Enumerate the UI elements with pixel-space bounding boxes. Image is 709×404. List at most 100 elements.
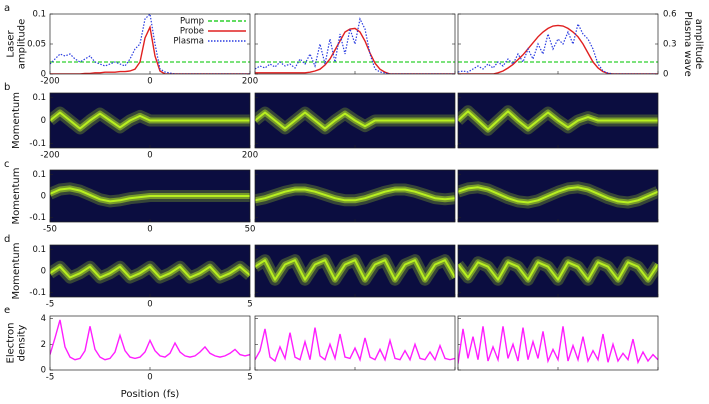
y-tick-label: 0 — [41, 192, 46, 202]
plot-frame — [457, 244, 659, 298]
plot-frame — [457, 13, 659, 75]
x-tick-label: 5 — [247, 373, 252, 383]
y-tick-label: 0 — [41, 70, 46, 80]
phase-band — [50, 187, 250, 203]
series-group — [458, 181, 658, 209]
y2-axis-label: Plasma wave — [682, 11, 693, 77]
plot-area — [458, 316, 658, 370]
y-axis-label: Momentum — [11, 243, 22, 300]
x-tick-label: 0 — [147, 151, 152, 161]
line-series — [50, 319, 250, 361]
plot-frame — [49, 92, 251, 149]
series-group — [255, 254, 455, 286]
y-axis-label: Momentum — [11, 168, 22, 225]
y-tick-label: 0.1 — [32, 10, 46, 20]
y-axis-label: Laser — [6, 30, 17, 58]
x-tick-label: 200 — [242, 151, 258, 161]
x-tick-label: 0 — [147, 373, 152, 383]
plot-frame — [457, 92, 659, 149]
series-group — [255, 327, 455, 363]
plot-frame — [254, 92, 456, 149]
phase-band — [255, 259, 455, 281]
y-tick-label: -0.1 — [29, 288, 46, 298]
y-tick-label: 0 — [41, 267, 46, 277]
y-tick-label: 0.05 — [27, 40, 46, 50]
y2-tick-label: 0 — [663, 70, 668, 80]
line-plasma — [458, 22, 658, 74]
plot-area — [255, 316, 455, 370]
y-axis-label: amplitude — [17, 19, 28, 70]
legend-label: Plasma — [173, 37, 204, 47]
x-tick-label: 200 — [242, 77, 258, 87]
line-series — [255, 327, 455, 363]
panel-letter: e — [4, 305, 10, 316]
x-tick-label: 0 — [147, 77, 152, 87]
x-tick-label: 5 — [247, 300, 252, 310]
panel-letter: b — [4, 82, 10, 93]
plot-frame — [49, 315, 251, 371]
plot-area — [458, 170, 658, 222]
series-group — [50, 14, 250, 74]
y2-tick-label: 0.3 — [663, 40, 677, 50]
phase-band — [255, 188, 455, 202]
line-series — [458, 326, 658, 365]
panel-letter: a — [4, 3, 10, 14]
x-tick-label: -5 — [46, 373, 54, 383]
phase-band — [50, 265, 250, 279]
y-tick-label: 0 — [41, 116, 46, 126]
panel-letter: c — [4, 159, 10, 170]
plot-area — [255, 14, 455, 74]
series-group — [50, 106, 250, 135]
plot-frame — [254, 315, 456, 371]
plot-frame — [254, 13, 456, 75]
phase-band — [458, 186, 658, 204]
y2-tick-label: 0.6 — [663, 10, 677, 20]
y-tick-label: 0.1 — [32, 93, 46, 103]
y-axis-label: density — [17, 325, 28, 362]
plot-area — [50, 316, 250, 370]
y-tick-label: 4 — [41, 314, 46, 324]
series-group — [255, 17, 455, 74]
y2-axis-label: amplitude — [693, 19, 704, 70]
series-group — [50, 182, 250, 208]
y-tick-label: -0.1 — [29, 213, 46, 223]
y-tick-label: 0.1 — [32, 170, 46, 180]
y-tick-label: 2 — [41, 340, 46, 350]
x-tick-label: -200 — [40, 77, 59, 87]
series-group — [458, 256, 658, 286]
phase-band — [50, 111, 250, 130]
x-tick-label: -50 — [43, 225, 57, 235]
x-axis-label: Position (fs) — [121, 389, 180, 400]
plot-frame — [457, 169, 659, 223]
x-tick-label: 0 — [147, 225, 152, 235]
line-probe — [255, 27, 455, 74]
y-tick-label: 0.1 — [32, 245, 46, 255]
series-group — [255, 106, 455, 135]
legend-label: Probe — [180, 27, 204, 37]
series-group — [255, 183, 455, 207]
plot-frame — [254, 244, 456, 298]
phase-band — [458, 261, 658, 281]
y-axis-label: Electron — [6, 322, 17, 363]
phase-band — [458, 110, 658, 131]
plot-frame — [49, 169, 251, 223]
series-group — [458, 326, 658, 365]
line-probe — [50, 24, 250, 74]
x-tick-label: -5 — [46, 300, 54, 310]
line-probe — [458, 24, 658, 74]
y-tick-label: 0 — [41, 366, 46, 376]
panel-letter: d — [4, 234, 10, 245]
series-group — [50, 260, 250, 284]
phase-band — [255, 111, 455, 130]
plot-area — [50, 14, 250, 74]
plot-frame — [49, 244, 251, 298]
series-group — [458, 105, 658, 136]
plot-frame — [254, 169, 456, 223]
plot-frame — [457, 315, 659, 371]
x-tick-label: -200 — [40, 151, 59, 161]
x-tick-label: 50 — [245, 225, 256, 235]
x-tick-label: 0 — [147, 300, 152, 310]
series-group — [458, 22, 658, 74]
plot-area — [458, 14, 658, 74]
